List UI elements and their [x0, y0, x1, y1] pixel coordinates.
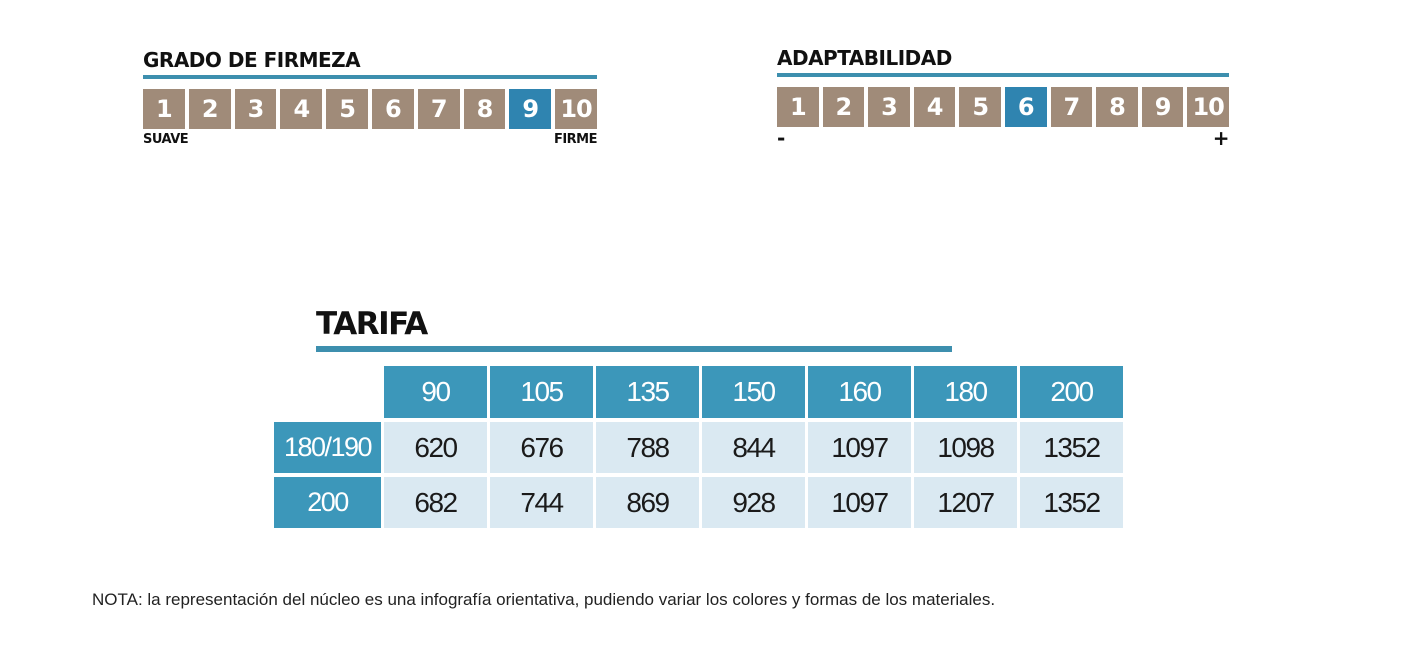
adaptability-scale-boxes: 1 2 3 4 5 6 7 8 9 10	[777, 87, 1229, 127]
price-cell: 744	[490, 477, 596, 532]
firmness-level-8: 8	[463, 89, 506, 129]
adaptability-level-10: 10	[1187, 87, 1229, 127]
adaptability-level-7: 7	[1050, 87, 1093, 127]
firmness-scale-ends: SUAVE FIRME	[143, 132, 598, 150]
firmness-level-9: 9	[509, 89, 552, 129]
price-table: 90 105 135 150 160 180 200 180/190 620 6…	[274, 366, 1123, 532]
tarifa-title: TARIFA	[316, 306, 428, 342]
width-header-150: 150	[702, 366, 808, 422]
width-header-90: 90	[384, 366, 490, 422]
firmness-level-1: 1	[143, 89, 185, 129]
price-cell: 1097	[808, 422, 914, 477]
firmness-level-2: 2	[188, 89, 231, 129]
firmness-level-5: 5	[326, 89, 368, 129]
disclaimer-note: NOTA: la representación del núcleo es un…	[92, 590, 996, 609]
price-cell: 928	[702, 477, 808, 532]
firmness-level-4: 4	[280, 89, 323, 129]
adaptability-scale-ends: - +	[777, 126, 1230, 150]
width-header-105: 105	[490, 366, 596, 422]
firmness-level-10: 10	[555, 89, 597, 129]
adaptability-level-4: 4	[913, 87, 956, 127]
firmness-level-3: 3	[234, 89, 277, 129]
price-cell: 1207	[914, 477, 1020, 532]
firmness-level-7: 7	[417, 89, 460, 129]
width-header-135: 135	[596, 366, 702, 422]
adaptability-scale: ADAPTABILIDAD 1 2 3 4 5 6 7 8 9 10 - +	[777, 46, 1230, 150]
adaptability-level-2: 2	[822, 87, 865, 127]
price-cell: 1352	[1020, 477, 1123, 532]
price-cell: 844	[702, 422, 808, 477]
adaptability-title-rule	[777, 73, 1229, 77]
price-cell: 682	[384, 477, 490, 532]
firmness-level-6: 6	[371, 89, 414, 129]
adaptability-max-label: +	[1212, 126, 1230, 150]
adaptability-level-9: 9	[1141, 87, 1184, 127]
adaptability-level-1: 1	[777, 87, 819, 127]
price-table-header-row: 90 105 135 150 160 180 200	[274, 366, 1123, 422]
price-row-180-190: 180/190 620 676 788 844 1097 1098 1352	[274, 422, 1123, 477]
length-header-180-190: 180/190	[274, 422, 384, 477]
firmness-max-label: FIRME	[553, 132, 598, 147]
price-row-200: 200 682 744 869 928 1097 1207 1352	[274, 477, 1123, 532]
price-cell: 1098	[914, 422, 1020, 477]
price-cell: 620	[384, 422, 490, 477]
adaptability-level-3: 3	[868, 87, 910, 127]
firmness-scale: GRADO DE FIRMEZA 1 2 3 4 5 6 7 8 9 10 SU…	[143, 48, 598, 150]
firmness-title-rule	[143, 75, 597, 79]
adaptability-level-5: 5	[959, 87, 1001, 127]
firmness-scale-boxes: 1 2 3 4 5 6 7 8 9 10	[143, 89, 597, 129]
tarifa-title-rule	[316, 346, 952, 352]
width-header-200: 200	[1020, 366, 1123, 422]
firmness-title: GRADO DE FIRMEZA	[143, 48, 361, 72]
adaptability-title: ADAPTABILIDAD	[777, 46, 952, 70]
adaptability-level-6: 6	[1004, 87, 1047, 127]
adaptability-min-label: -	[777, 126, 785, 150]
length-header-200: 200	[274, 477, 384, 532]
width-header-180: 180	[914, 366, 1020, 422]
price-table-corner	[274, 366, 384, 422]
firmness-min-label: SUAVE	[143, 132, 189, 147]
width-header-160: 160	[808, 366, 914, 422]
price-cell: 1352	[1020, 422, 1123, 477]
price-cell: 869	[596, 477, 702, 532]
price-cell: 676	[490, 422, 596, 477]
price-cell: 1097	[808, 477, 914, 532]
adaptability-level-8: 8	[1096, 87, 1138, 127]
price-cell: 788	[596, 422, 702, 477]
